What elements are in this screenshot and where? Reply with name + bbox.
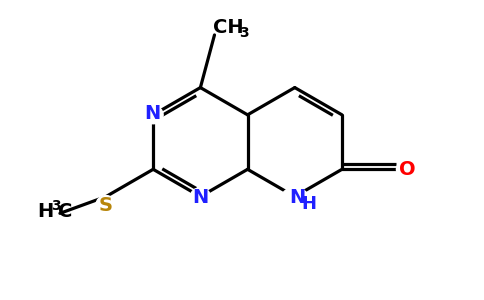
Text: S: S (99, 196, 113, 215)
Ellipse shape (191, 188, 210, 206)
Text: CH: CH (213, 17, 243, 37)
Ellipse shape (396, 160, 418, 178)
Text: C: C (58, 202, 72, 221)
Text: N: N (144, 104, 160, 123)
Text: 3: 3 (240, 26, 249, 40)
Ellipse shape (282, 188, 308, 206)
Text: 3: 3 (51, 200, 61, 213)
Text: H: H (37, 202, 53, 221)
Text: O: O (399, 160, 416, 179)
Text: H: H (301, 196, 316, 214)
Ellipse shape (96, 196, 116, 213)
Text: N: N (289, 188, 306, 207)
Text: N: N (192, 188, 209, 207)
Ellipse shape (143, 106, 163, 124)
